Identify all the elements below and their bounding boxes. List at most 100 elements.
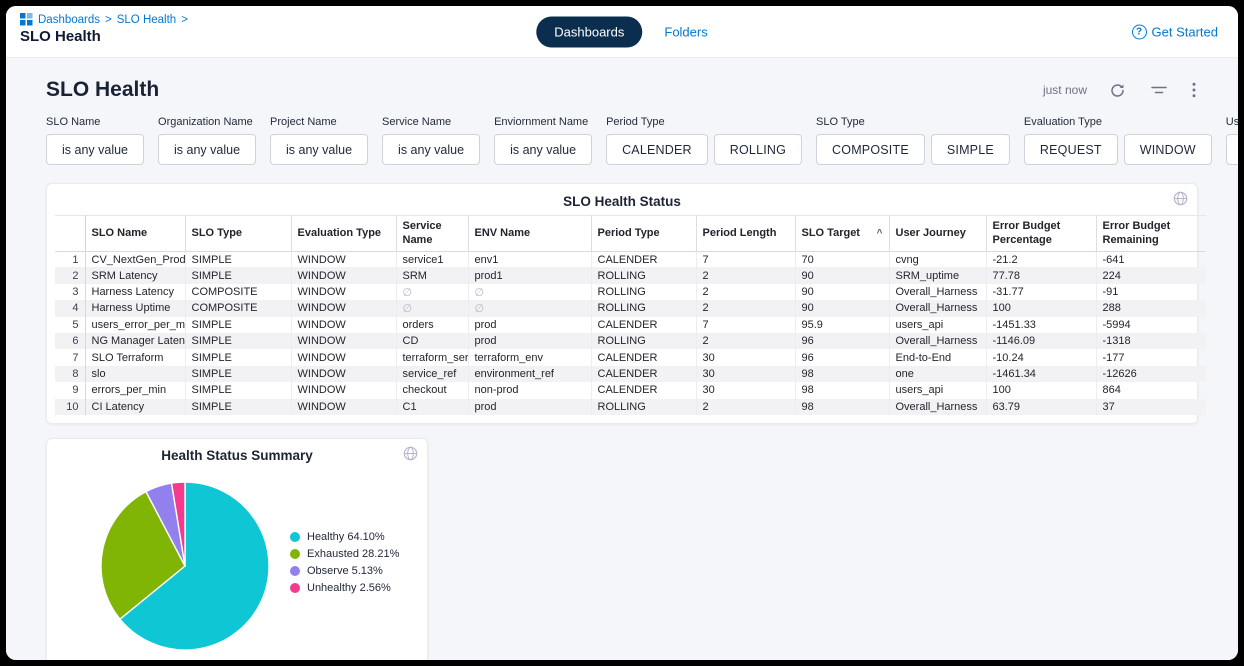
col-period-type[interactable]: Period Type: [591, 215, 697, 252]
table-cell: -10.24: [986, 349, 1097, 366]
col-period-length[interactable]: Period Length: [696, 215, 796, 252]
table-cell: errors_per_min: [85, 382, 186, 399]
table-cell: CALENDER: [591, 349, 697, 366]
table-cell: CD: [396, 333, 469, 350]
table-cell: -31.77: [986, 283, 1097, 301]
filter-chip-request[interactable]: REQUEST: [1023, 134, 1118, 165]
filter-label: SLO Name: [46, 116, 101, 128]
table-cell: SRM: [396, 267, 469, 284]
filter-chip-window[interactable]: WINDOW: [1123, 134, 1212, 165]
table-cell: SIMPLE: [185, 251, 292, 268]
table-cell: -21.2: [986, 251, 1097, 268]
table-cell: WINDOW: [291, 365, 397, 383]
table-cell: 98: [795, 398, 890, 415]
filter-value-enviornment-name[interactable]: is any value: [494, 134, 593, 165]
table-cell: 2: [696, 333, 796, 350]
table-cell: 30: [696, 382, 796, 399]
table-cell: environment_ref: [468, 365, 592, 383]
filter-value-organization-name[interactable]: is any value: [158, 134, 257, 165]
table-cell: SIMPLE: [185, 267, 292, 284]
row-number: 10: [55, 398, 86, 415]
table-cell: -1318: [1102, 335, 1131, 348]
filter-value-service-name[interactable]: is any value: [382, 134, 481, 165]
table-cell: WINDOW: [291, 300, 397, 317]
table-cell: CALENDER: [591, 382, 697, 399]
pie-title: Health Status Summary: [161, 448, 313, 463]
kebab-menu-button[interactable]: [1190, 80, 1198, 100]
table-cell: CALENDER: [591, 365, 697, 383]
table-cell: COMPOSITE: [185, 300, 292, 317]
filter-value-slo-name[interactable]: is any value: [46, 134, 145, 165]
col-user-journey[interactable]: User Journey: [889, 215, 987, 252]
table-cell: ∅: [396, 300, 469, 317]
legend-item-observe[interactable]: Observe 5.13%: [290, 565, 399, 577]
filter-value-project-name[interactable]: is any value: [270, 134, 369, 165]
table-row: 4 Harness Uptime COMPOSITE WINDOW ∅ ∅ ROLLING 2…: [55, 300, 1206, 317]
pie-slice-unhealthy[interactable]: [170, 481, 186, 567]
table-cell: -91: [1102, 286, 1119, 299]
table-cell: slo: [85, 365, 186, 383]
table-cell: ROLLING: [591, 398, 697, 415]
col-evaluation-type[interactable]: Evaluation Type: [291, 215, 397, 252]
table-cell: 2: [696, 267, 796, 284]
table-cell: ∅: [468, 300, 592, 317]
pie-slice-healthy[interactable]: [119, 481, 270, 651]
col-slo-name[interactable]: SLO Name: [85, 215, 186, 252]
table-explore-globe-icon[interactable]: [1173, 191, 1188, 209]
legend-item-unhealthy[interactable]: Unhealthy 2.56%: [290, 582, 399, 594]
table-cell: 100: [986, 382, 1097, 399]
slo-health-status-card: SLO Health Status SLO Name SLO Type Evalua…: [46, 183, 1206, 424]
col-error-budget-remaining[interactable]: Error Budget Remaining: [1096, 215, 1206, 252]
table-cell: 77.78: [986, 267, 1097, 284]
filter-button[interactable]: [1148, 81, 1170, 99]
filter-label: SLO Type: [816, 116, 865, 128]
table-cell: 98: [795, 365, 890, 383]
col-slo-target[interactable]: SLO Target ^: [795, 215, 890, 252]
pie-slice-exhausted[interactable]: [100, 490, 186, 620]
table-row: 2 SRM Latency SIMPLE WINDOW SRM prod1 ROLLING 2…: [55, 267, 1206, 284]
table-cell: one: [889, 365, 987, 383]
table-cell: C1: [396, 398, 469, 415]
breadcrumb-link-slo-health[interactable]: SLO Health: [116, 13, 177, 26]
get-started-link[interactable]: ? Get Started: [1131, 24, 1218, 39]
table-cell: ROLLING: [591, 283, 697, 301]
filter-chip-simple[interactable]: SIMPLE: [930, 134, 1010, 165]
table-cell: 95.9: [795, 316, 890, 334]
table-row: 1 CV_NextGen_Prod SIMPLE WINDOW service1 env1…: [55, 251, 1206, 268]
filter-group-period-type: Period Type CALENDER ROLLING: [606, 116, 803, 165]
table-cell: 2: [696, 283, 796, 301]
table-cell: env1: [468, 251, 592, 268]
table-row: 5 users_error_per_min SIMPLE WINDOW orders pr…: [55, 316, 1206, 334]
col-service-name[interactable]: Service Name: [396, 215, 469, 252]
filter-chip-composite[interactable]: COMPOSITE: [816, 134, 925, 165]
breadcrumb-link-dashboards[interactable]: Dashboards: [38, 13, 101, 26]
filter-group-user-journey: User Journey is any value: [1225, 116, 1238, 165]
window-page-title: SLO Health: [20, 28, 101, 45]
filter-chip-calender[interactable]: CALENDER: [606, 134, 708, 165]
col-env-name[interactable]: ENV Name: [468, 215, 592, 252]
table-row: 6NG Manager LatencySIMPLEWINDOWCDprodROL…: [55, 333, 1206, 350]
filter-value-user-journey[interactable]: is any value: [1225, 134, 1238, 165]
filter-bar: SLO Name is any value Organization Name is …: [46, 116, 1238, 165]
filter-icon: [1151, 86, 1167, 94]
row-number: 5: [55, 316, 86, 334]
table-cell: NG Manager Latency: [85, 333, 186, 350]
table-cell: Overall_Harness: [889, 398, 987, 415]
pie-explore-globe-icon[interactable]: [403, 446, 418, 464]
filter-label: User Journey: [1225, 116, 1238, 128]
legend-item-exhausted[interactable]: Exhausted 28.21%: [290, 548, 399, 560]
table-cell: -177: [1102, 351, 1125, 364]
col-error-budget-percentage[interactable]: Error Budget Percentage: [986, 215, 1097, 252]
table-cell: SIMPLE: [185, 333, 292, 350]
tab-dashboards[interactable]: Dashboards: [536, 16, 643, 47]
table-cell: WINDOW: [291, 398, 397, 415]
view-tabs: Dashboards Folders: [536, 16, 708, 47]
col-slo-type[interactable]: SLO Type: [185, 215, 292, 252]
table-cell: 2: [696, 398, 796, 415]
filter-chip-rolling[interactable]: ROLLING: [713, 134, 803, 165]
table-cell: 96: [795, 333, 890, 350]
legend-item-healthy[interactable]: Healthy 64.10%: [290, 531, 399, 543]
refresh-button[interactable]: [1107, 80, 1128, 101]
tab-folders[interactable]: Folders: [664, 24, 708, 39]
